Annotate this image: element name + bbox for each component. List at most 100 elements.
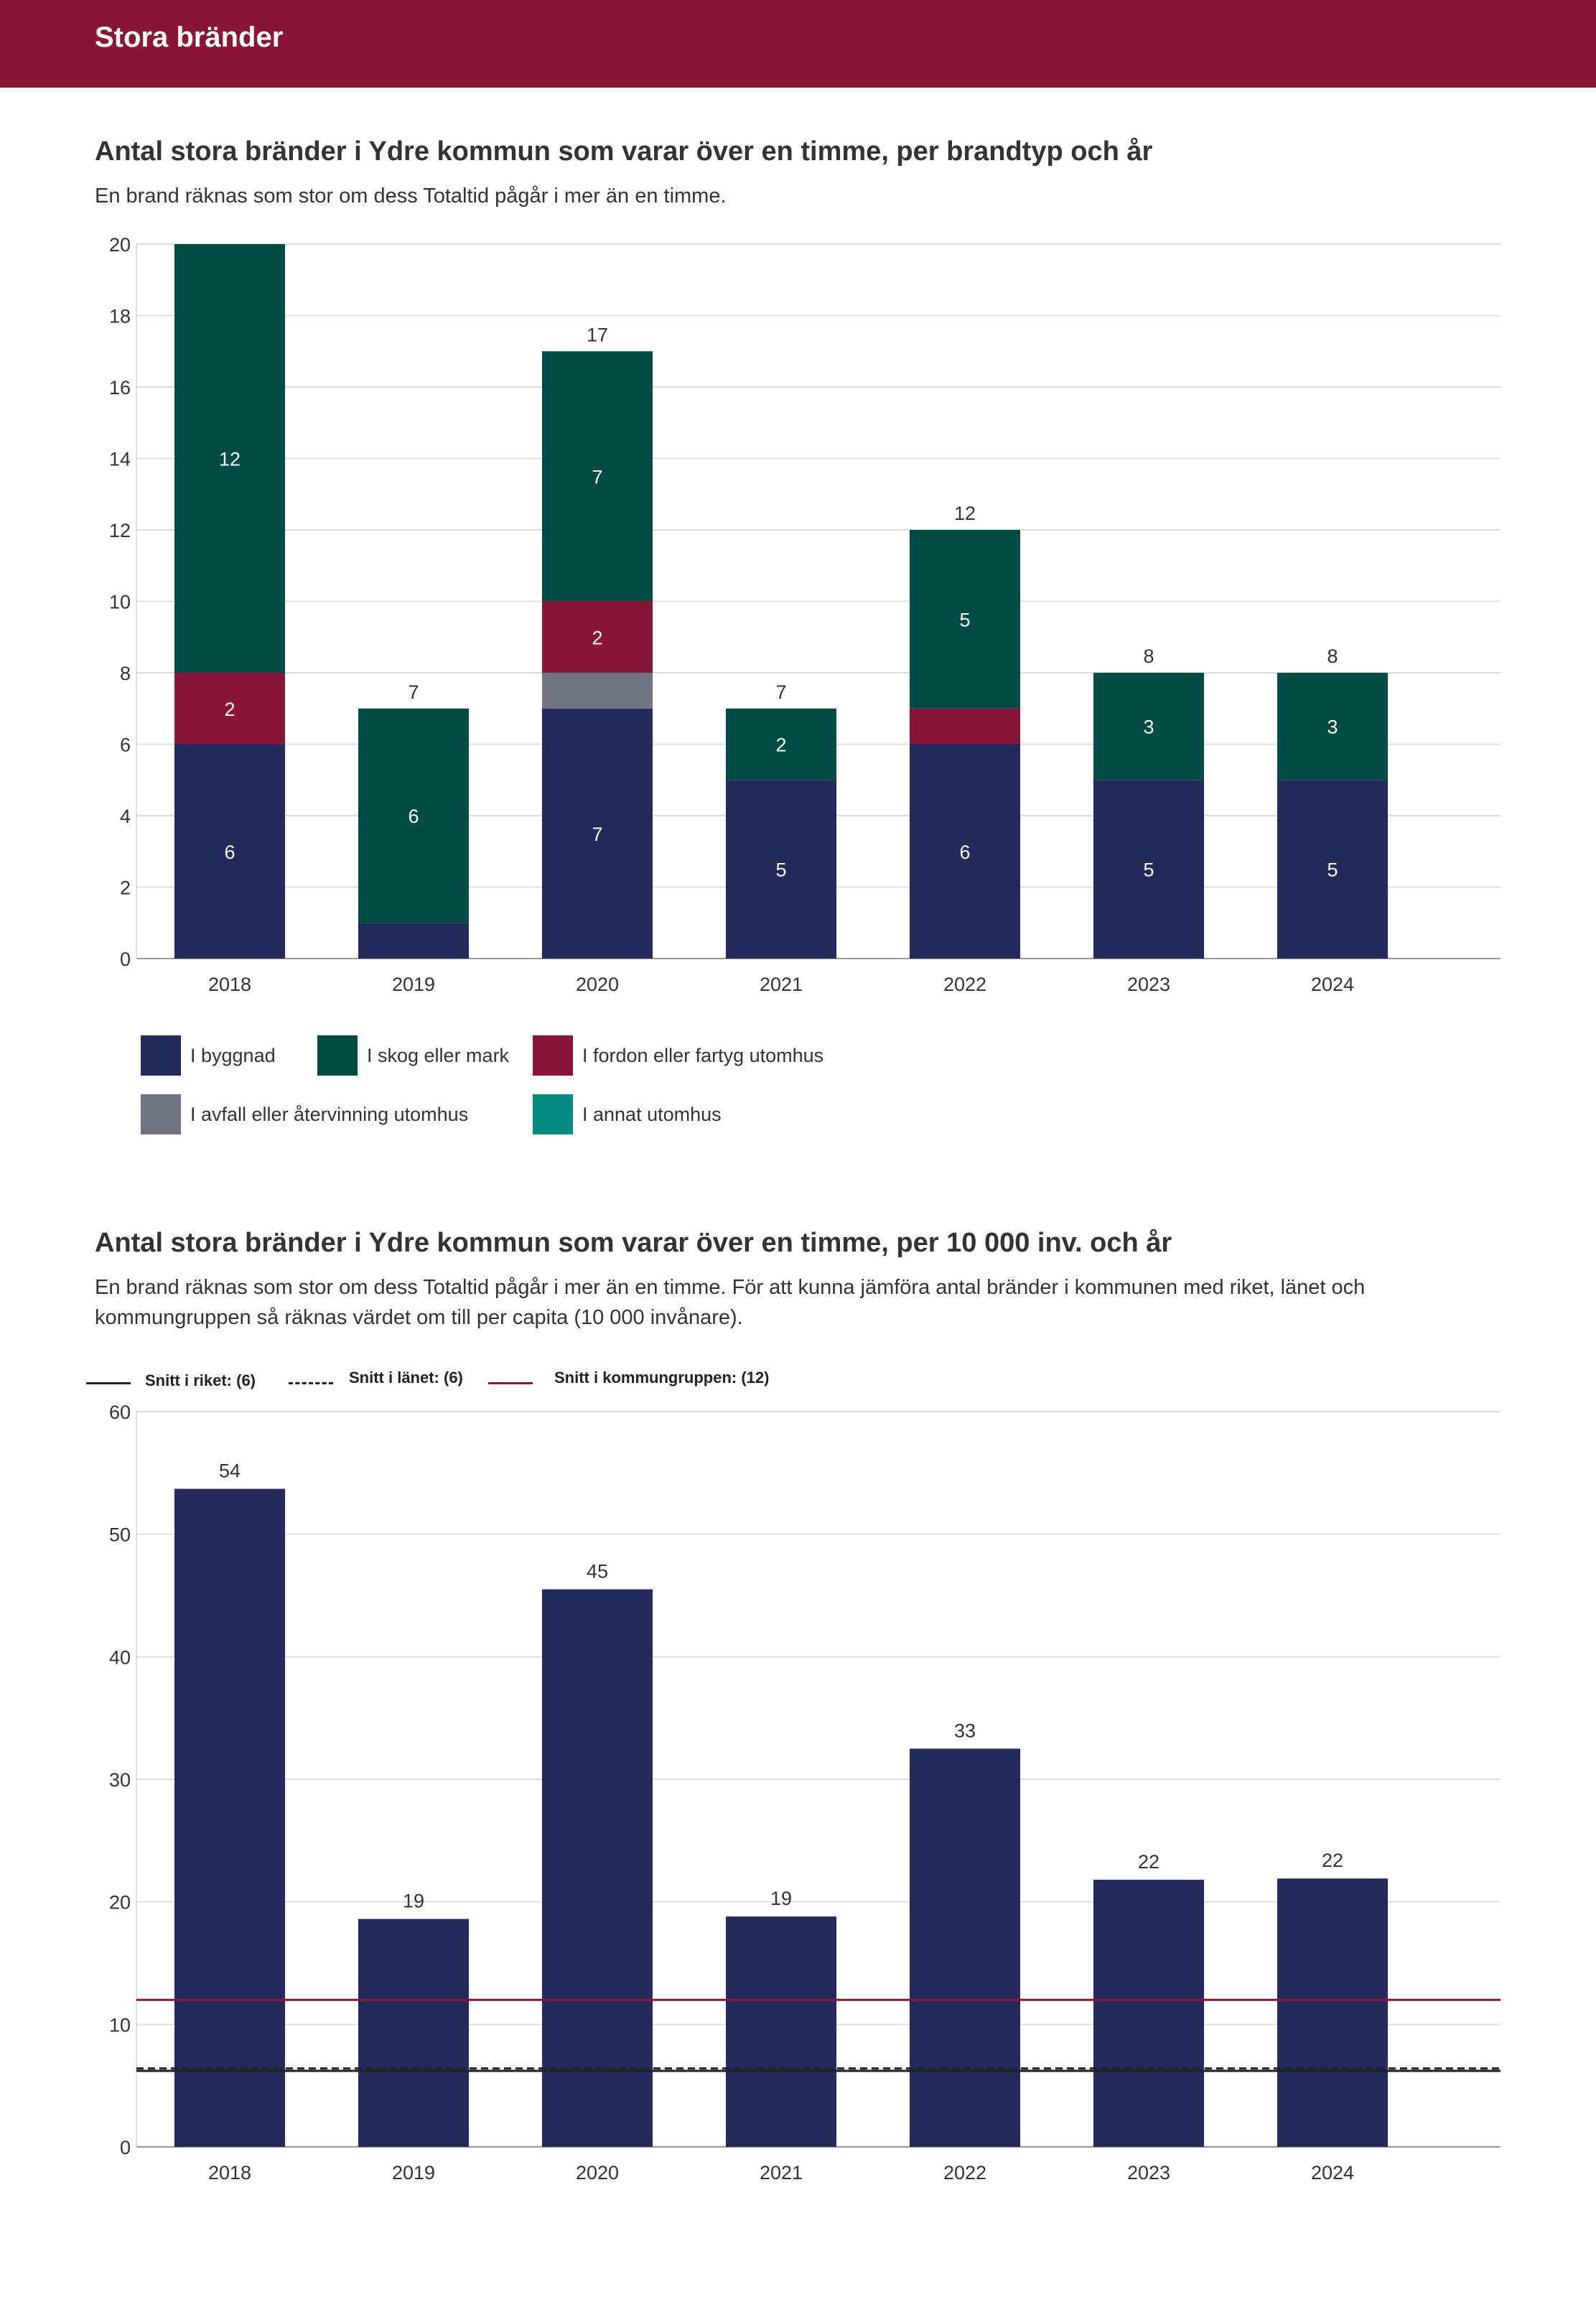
bar xyxy=(1093,1879,1204,2147)
bar-segment xyxy=(910,744,1020,959)
value-label: 19 xyxy=(403,1891,424,1912)
bar-segment xyxy=(542,673,653,709)
x-tick-label: 2022 xyxy=(943,2162,986,2184)
bar-segment xyxy=(726,780,836,959)
y-tick-label: 0 xyxy=(120,2137,131,2158)
legend-line-kommungrupp xyxy=(488,1382,533,1384)
chart2-subtitle: En brand räknas som stor om dess Totalti… xyxy=(95,1276,1366,1329)
bar xyxy=(910,1748,1020,2147)
bar-segment xyxy=(542,601,653,673)
bar-segment xyxy=(910,530,1020,709)
legend-label-skog: I skog eller mark xyxy=(367,1045,510,1066)
legend-swatch-annat xyxy=(533,1094,573,1134)
x-tick-label: 2020 xyxy=(576,974,619,995)
x-tick-label: 2018 xyxy=(208,2162,251,2184)
bar xyxy=(174,1488,285,2147)
total-label: 7 xyxy=(775,681,786,703)
y-tick-label: 12 xyxy=(109,520,131,541)
page-header: Stora bränder xyxy=(0,0,1596,88)
bar-segment xyxy=(726,708,836,780)
legend-label-riket: Snitt i riket: (6) xyxy=(145,1371,256,1389)
y-tick-label: 10 xyxy=(109,2014,131,2036)
x-tick-label: 2024 xyxy=(1311,974,1354,995)
bar xyxy=(1277,1878,1388,2147)
y-tick-label: 6 xyxy=(120,735,131,756)
value-label: 22 xyxy=(1322,1850,1343,1871)
page-title: Stora bränder xyxy=(95,22,284,53)
bar-segment xyxy=(542,351,653,602)
y-tick-label: 14 xyxy=(109,449,131,470)
y-tick-label: 10 xyxy=(109,592,131,613)
value-label: 45 xyxy=(587,1560,608,1582)
y-tick-label: 20 xyxy=(109,237,131,256)
bar-segment xyxy=(174,244,285,673)
segment-label: 2 xyxy=(224,699,235,720)
segment-label: 7 xyxy=(592,466,602,488)
x-tick-label: 2024 xyxy=(1311,2162,1354,2184)
legend-swatch-byggnad xyxy=(141,1035,181,1076)
segment-label: 3 xyxy=(1327,717,1338,738)
y-tick-label: 20 xyxy=(109,1892,131,1914)
y-tick-label: 30 xyxy=(109,1769,131,1791)
chart1-title: Antal stora bränder i Ydre kommun som va… xyxy=(95,136,1153,167)
value-label: 33 xyxy=(954,1720,976,1741)
chart1-subtitle: En brand räknas som stor om dess Totalti… xyxy=(95,185,727,208)
chart2-title: Antal stora bränder i Ydre kommun som va… xyxy=(95,1228,1172,1258)
segment-label: 6 xyxy=(224,842,235,863)
legend-line-lanet xyxy=(289,1382,333,1384)
segment-label: 5 xyxy=(1327,859,1338,881)
total-label: 7 xyxy=(408,681,419,703)
bar-segment xyxy=(1093,780,1204,959)
x-tick-label: 2021 xyxy=(760,974,803,995)
total-label: 17 xyxy=(587,324,608,345)
segment-label: 6 xyxy=(408,806,419,827)
bar-segment xyxy=(542,708,653,959)
x-tick-label: 2021 xyxy=(760,2162,803,2184)
bar-segment xyxy=(1093,673,1204,780)
legend-label-avfall: I avfall eller återvinning utomhus xyxy=(190,1104,469,1125)
legend-label-kommungrupp: Snitt i kommungruppen: (12) xyxy=(554,1369,770,1386)
y-tick-label: 2 xyxy=(120,877,131,899)
total-label: 8 xyxy=(1327,646,1338,667)
bar-segment xyxy=(358,708,469,923)
x-tick-label: 2018 xyxy=(208,974,251,995)
segment-label: 12 xyxy=(219,449,241,470)
value-label: 19 xyxy=(770,1888,792,1909)
bar-segment xyxy=(174,744,285,959)
legend-line-riket xyxy=(86,1382,131,1384)
bar xyxy=(726,1916,836,2147)
segment-label: 2 xyxy=(775,735,786,756)
segment-label: 6 xyxy=(959,842,970,863)
x-tick-label: 2023 xyxy=(1127,974,1170,995)
per-capita-bar-chart: 0 10 20 30 40 50 60 54 2018 19 2019 45 2020 19 2021 33 2… xyxy=(109,1402,1501,2184)
segment-label: 5 xyxy=(959,609,970,630)
legend-swatch-fordon xyxy=(533,1035,573,1076)
segment-label: 5 xyxy=(1143,859,1154,881)
segment-label: 3 xyxy=(1143,717,1154,738)
legend-label-fordon: I fordon eller fartyg utomhus xyxy=(582,1045,824,1066)
x-tick-label: 2019 xyxy=(392,974,435,995)
total-label: 12 xyxy=(954,503,976,524)
bar-segment xyxy=(174,673,285,745)
y-tick-label: 60 xyxy=(109,1402,131,1423)
bar-segment xyxy=(1277,780,1388,959)
bar-segment xyxy=(1277,673,1388,780)
y-tick-label: 4 xyxy=(120,806,131,827)
x-tick-label: 2020 xyxy=(576,2162,619,2184)
bar xyxy=(358,1919,469,2147)
x-tick-label: 2019 xyxy=(392,2162,435,2184)
legend-label-lanet: Snitt i länet: (6) xyxy=(349,1369,463,1386)
x-tick-label: 2023 xyxy=(1127,2162,1170,2184)
y-tick-label: 16 xyxy=(109,377,131,399)
x-tick-label: 2022 xyxy=(943,974,986,995)
value-label: 54 xyxy=(219,1460,241,1482)
total-label: 8 xyxy=(1143,646,1154,667)
legend-swatch-avfall xyxy=(141,1094,181,1134)
bar-segment xyxy=(910,708,1020,745)
segment-label: 7 xyxy=(592,824,602,845)
y-tick-label: 8 xyxy=(120,663,131,684)
legend-label-annat: I annat utomhus xyxy=(582,1104,722,1125)
legend-swatch-skog xyxy=(317,1035,358,1076)
segment-label: 2 xyxy=(592,627,602,648)
value-label: 22 xyxy=(1138,1851,1159,1873)
